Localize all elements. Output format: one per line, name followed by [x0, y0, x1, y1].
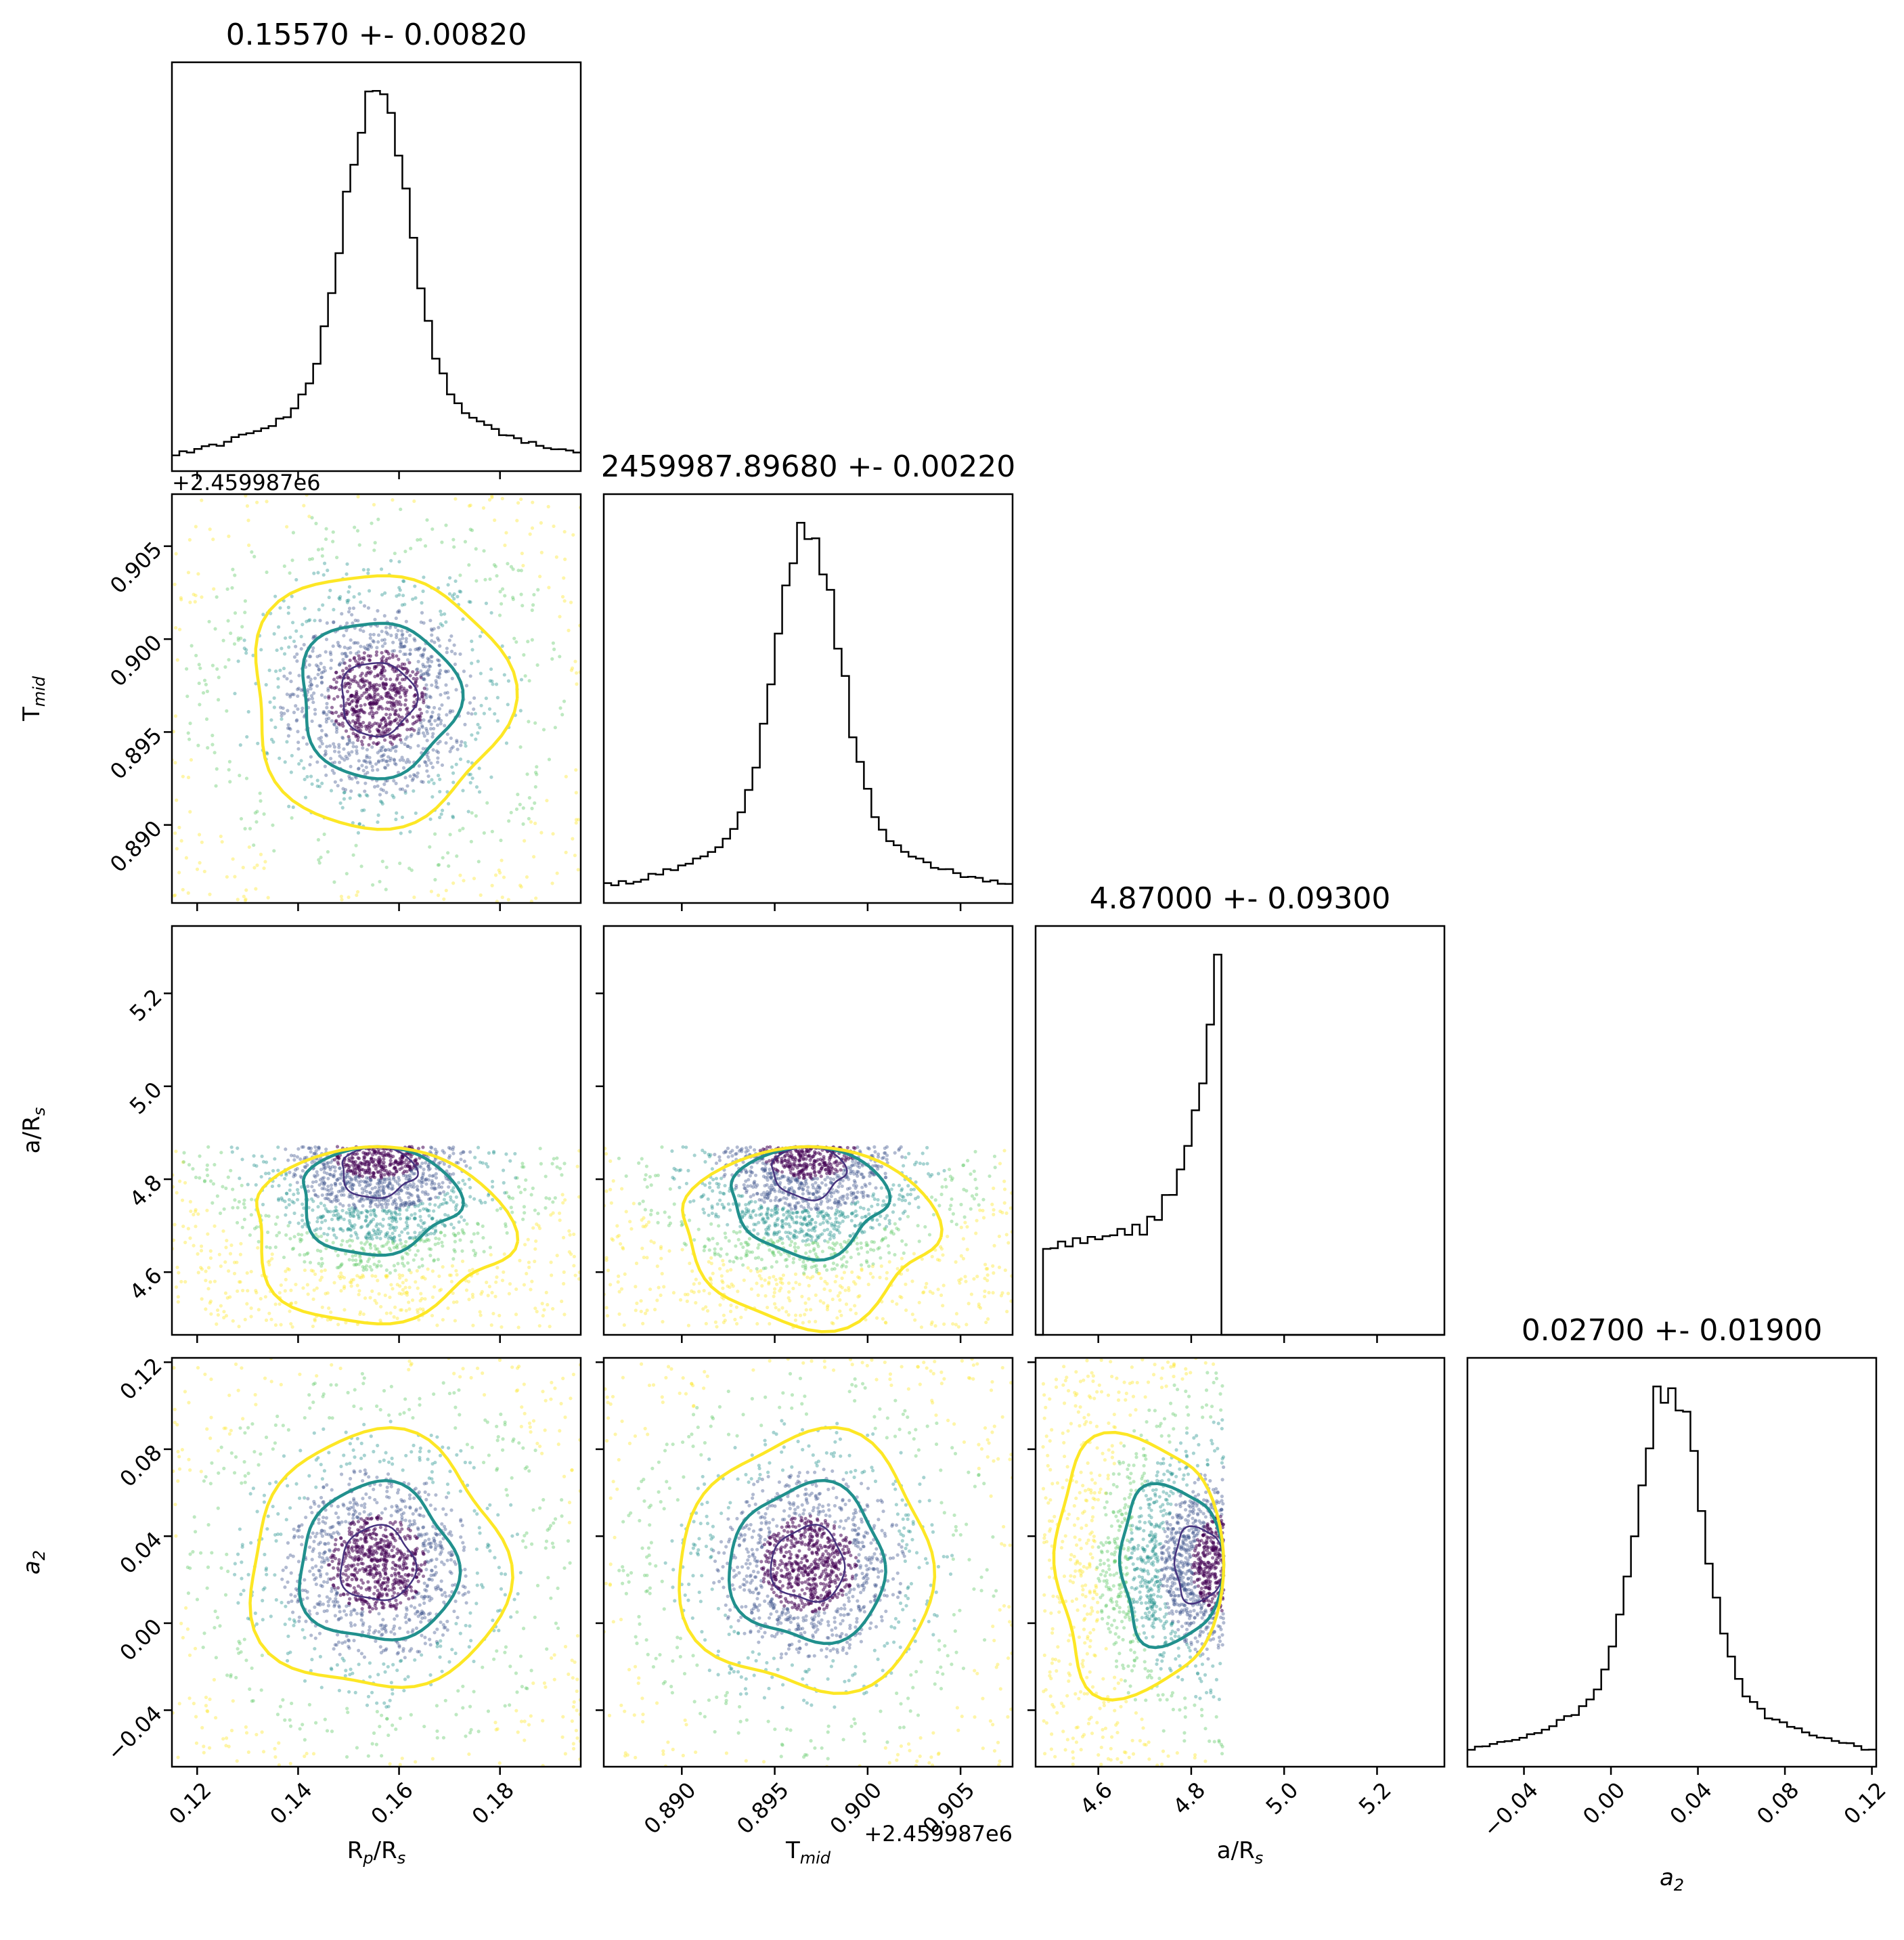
x-tick-label: 0.16 — [366, 1777, 418, 1829]
y-tick-label: 0.895 — [105, 722, 167, 785]
axis-label-ars: a/Rs — [1217, 1837, 1263, 1868]
y-tick-label: 5.2 — [125, 984, 167, 1026]
contour-line — [341, 1145, 419, 1199]
x-tick-label: 0.12 — [1839, 1777, 1891, 1829]
y-tick-label: 0.08 — [114, 1440, 167, 1492]
histogram-title: 0.02700 +- 0.01900 — [1522, 1313, 1823, 1348]
contour-line — [770, 1145, 848, 1202]
axis-label-ars: a/Rs — [18, 1107, 49, 1153]
histogram-line — [1036, 954, 1444, 1336]
contour-line — [1052, 1430, 1226, 1702]
contour-line — [727, 1478, 887, 1646]
axis-label-tmid: Tmid — [18, 676, 49, 722]
panel-frame — [171, 61, 582, 472]
y-tick-label: 0.890 — [105, 816, 167, 878]
contour-line — [297, 1479, 462, 1641]
x-tick-label: 4.6 — [1075, 1777, 1117, 1820]
x-tick-label: 4.8 — [1168, 1777, 1210, 1820]
scatter-panel-a2-vs-ars — [1034, 1357, 1446, 1768]
axis-label-a2: a2 — [18, 1550, 49, 1574]
axis-label-tmid: Tmid — [785, 1837, 831, 1868]
histogram-panel-rp: 0.15570 +- 0.00820 — [171, 18, 582, 472]
histogram-panel-a2: 0.02700 +- 0.01900 — [1466, 1313, 1878, 1768]
x-tick-label: 0.895 — [732, 1777, 794, 1839]
x-tick-label: 0.12 — [164, 1777, 216, 1829]
contour-line — [301, 621, 465, 780]
histogram-panel-ars: 4.87000 +- 0.09300 — [1034, 881, 1446, 1336]
scatter-panel-a2-vs-rp — [171, 1357, 582, 1768]
histogram-line — [604, 522, 1013, 887]
y-tick-label: 0.905 — [105, 537, 167, 599]
contour-line — [339, 1524, 418, 1602]
contour-line — [678, 1426, 937, 1695]
panel-frame — [1466, 1357, 1878, 1768]
x-tick-label: 5.2 — [1354, 1777, 1396, 1820]
y-tick-label: 4.6 — [125, 1262, 167, 1305]
y-tick-label: 0.12 — [114, 1352, 167, 1405]
contour-line — [729, 1145, 892, 1262]
x-tick-label: 0.04 — [1665, 1777, 1717, 1829]
panel-frame — [171, 925, 582, 1336]
contour-line — [255, 1145, 520, 1325]
panel-frame — [171, 1357, 582, 1768]
panel-frame — [602, 1357, 1014, 1768]
x-tick-label: −0.04 — [1478, 1777, 1543, 1842]
contour-line — [248, 1426, 514, 1690]
y-tick-label: 0.00 — [114, 1614, 167, 1666]
contour-line — [681, 1145, 944, 1333]
histogram-title: 0.15570 +- 0.00820 — [226, 18, 527, 52]
y-tick-label: 5.0 — [125, 1077, 167, 1120]
y-tick-label: 0.900 — [105, 630, 167, 692]
histogram-title: 4.87000 +- 0.09300 — [1090, 881, 1391, 916]
axis-label-a2: a2 — [1660, 1864, 1684, 1895]
contour-line — [341, 662, 419, 738]
x-tick-label: 0.890 — [639, 1777, 701, 1839]
panel-frame — [171, 493, 582, 904]
scatter-panel-ars-vs-tmid — [602, 925, 1014, 1336]
panel-frame — [1034, 925, 1446, 1336]
x-offset-label: +2.459987e6 — [864, 1821, 1013, 1847]
contour-line — [254, 574, 519, 831]
histogram-title: 2459987.89680 +- 0.00220 — [601, 449, 1016, 484]
scatter-panel-ars-vs-rp — [171, 925, 582, 1336]
x-tick-label: 5.0 — [1261, 1777, 1304, 1820]
contour-line — [302, 1145, 465, 1257]
axis-label-rp: Rp/Rs — [347, 1837, 405, 1868]
y-tick-label: 4.8 — [125, 1170, 167, 1212]
x-tick-label: 0.14 — [265, 1777, 317, 1829]
panel-frame — [1034, 1357, 1446, 1768]
histogram-line — [1467, 1386, 1876, 1751]
histogram-line — [172, 90, 581, 456]
x-tick-label: 0.18 — [467, 1777, 519, 1829]
x-tick-label: 0.00 — [1578, 1777, 1630, 1829]
scatter-panel-tmid-vs-rp — [171, 493, 582, 904]
x-tick-label: 0.08 — [1752, 1777, 1804, 1829]
y-tick-label: −0.04 — [102, 1700, 167, 1765]
panel-frame — [602, 493, 1014, 904]
scatter-panel-a2-vs-tmid — [602, 1357, 1014, 1768]
y-tick-label: 0.04 — [114, 1526, 167, 1579]
contour-line — [770, 1524, 846, 1603]
panel-frame — [602, 925, 1014, 1336]
histogram-panel-tmid: 2459987.89680 +- 0.00220 — [601, 449, 1016, 904]
y-offset-label: +2.459987e6 — [172, 470, 321, 495]
